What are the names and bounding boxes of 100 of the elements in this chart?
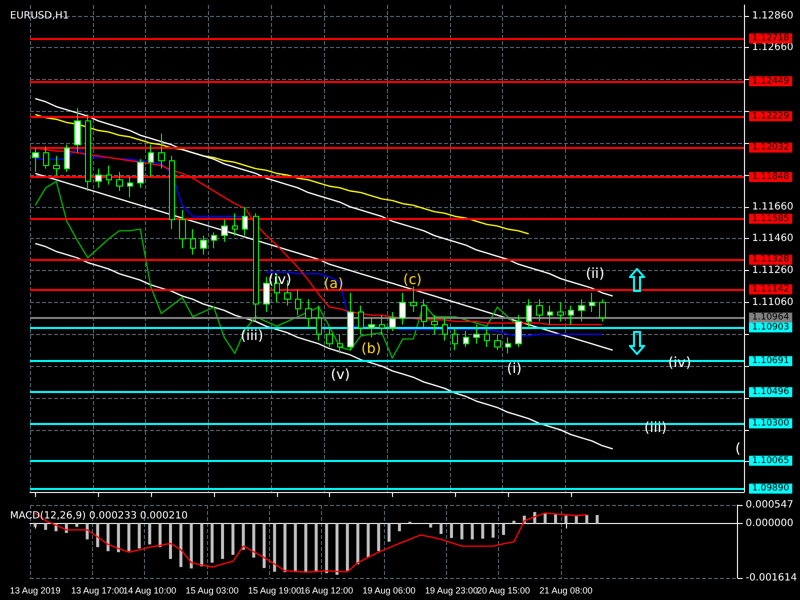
bar (346, 523, 349, 571)
bar (481, 523, 484, 539)
candlestick (389, 311, 396, 332)
candlestick (169, 155, 175, 230)
candlestick (242, 206, 248, 236)
candlestick (221, 219, 228, 242)
x-tick-label: 15 Aug 03:00 (186, 586, 239, 596)
candlestick (589, 292, 595, 312)
bar (221, 523, 224, 559)
candlestick (442, 318, 448, 342)
candlestick (473, 324, 480, 344)
candlestick (85, 114, 91, 192)
ref-line-label: 1.09890 (752, 484, 790, 494)
y-tick-label: 0.000000 (746, 518, 794, 529)
bar (116, 523, 120, 552)
x-tick-label: 19 Aug 06:00 (362, 586, 416, 596)
bar (210, 523, 214, 563)
bar (75, 523, 78, 527)
candlestick (379, 314, 385, 335)
annotation: ( (735, 441, 741, 457)
annotation: (b) (361, 341, 382, 357)
candlestick (547, 305, 553, 326)
x-tick-label: 20 Aug 15:00 (476, 586, 530, 596)
annotation: (iii) (240, 328, 264, 344)
candlestick (578, 298, 585, 322)
candlestick (137, 158, 144, 188)
candlestick (599, 298, 606, 322)
y-tick-label: 1.12860 (752, 10, 794, 22)
candlestick (536, 298, 543, 322)
candlestick (347, 292, 354, 351)
bar (294, 523, 297, 572)
bar (356, 523, 360, 564)
ref-line-label: 1.10065 (752, 456, 790, 466)
candlestick (295, 289, 301, 316)
bar (283, 523, 286, 572)
candlestick (557, 302, 564, 322)
candlestick (505, 336, 511, 354)
ref-line-label: 1.11142 (752, 284, 790, 294)
bar (44, 523, 48, 530)
candlestick (421, 298, 427, 328)
candlestick (526, 298, 532, 328)
bar (96, 523, 100, 548)
line-series (34, 98, 614, 297)
bar (158, 523, 162, 548)
annotation: (i) (506, 361, 522, 377)
candlestick (64, 144, 70, 172)
ref-line-label: 1.11328 (752, 254, 790, 265)
bar (86, 523, 89, 540)
ref-line-label: 1.11848 (752, 172, 790, 182)
y-tick-label: 1.11260 (752, 265, 794, 276)
text: EURUSD,H1 (10, 10, 70, 22)
candlestick (148, 144, 154, 178)
bar (596, 515, 599, 524)
x-tick-label: 13 Aug 2019 (10, 586, 60, 596)
candlestick (452, 327, 458, 351)
bar (127, 523, 130, 552)
candlestick (263, 276, 270, 312)
annotation: (iii) (644, 420, 667, 436)
bar (231, 523, 234, 555)
x-tick-label: 19 Aug 23:00 (424, 586, 478, 596)
candlestick (200, 235, 207, 256)
bar (470, 523, 474, 540)
y-tick-label: 1.11660 (752, 201, 794, 212)
bar (388, 523, 391, 542)
candlestick (431, 314, 438, 335)
line-series (34, 114, 530, 235)
candlestick (190, 228, 196, 256)
bar (429, 523, 432, 528)
candlestick (179, 210, 186, 249)
ref-line-label: 1.12229 (752, 111, 790, 122)
bar (336, 523, 339, 575)
bar (492, 523, 495, 538)
bar (168, 523, 172, 559)
candlestick (410, 286, 417, 312)
bar (325, 523, 328, 574)
ref-line-label: 1.10691 (752, 356, 790, 366)
bar (460, 523, 464, 540)
bar (138, 523, 141, 548)
candlestick (358, 305, 364, 335)
bar (544, 513, 547, 524)
bar (148, 523, 152, 544)
x-tick-label: 15 Aug 19:00 (248, 586, 302, 596)
bar (242, 523, 245, 550)
bar (366, 523, 370, 558)
bar (252, 523, 256, 558)
candlestick (95, 168, 102, 188)
bar (314, 523, 318, 572)
ref-line-label: 1.10300 (752, 418, 790, 428)
ref-line-label: 1.10903 (752, 322, 790, 332)
candlestick (211, 232, 217, 249)
candlestick (484, 327, 490, 348)
bar (585, 515, 588, 524)
candlestick (53, 155, 60, 176)
ref-line-label: 1.12718 (752, 33, 790, 44)
bar (398, 523, 401, 532)
candlestick (568, 305, 574, 326)
ref-line-label: 1.12449 (752, 76, 790, 86)
candlestick (158, 133, 165, 170)
ref-line-label: 1.11585 (752, 214, 790, 224)
candlestick (305, 298, 312, 328)
